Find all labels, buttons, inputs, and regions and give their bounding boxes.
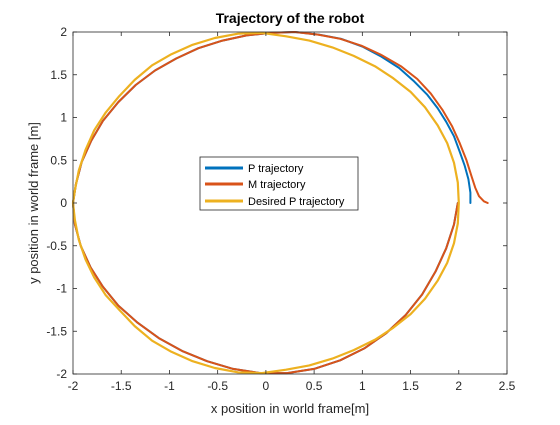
x-tick-label: 1 [359,379,366,393]
y-tick-label: 2 [60,25,67,39]
legend-label-m-trajectory: M trajectory [248,179,306,191]
x-tick-label: -0.5 [207,379,228,393]
legend: P trajectory M trajectory Desired P traj… [199,156,359,211]
x-tick-label: -1.5 [111,379,132,393]
legend-label-desired-p-trajectory: Desired P trajectory [248,196,345,208]
y-tick-label: 1.5 [50,68,67,82]
y-tick-label: -2 [56,367,67,381]
x-axis-label: x position in world frame[m] [211,401,369,416]
y-tick-label: 0 [60,196,67,210]
x-tick-label: 2 [455,379,462,393]
axes-box [72,31,508,375]
ticks-layer: -2 -1.5 -1 -0.5 0 0.5 1 1.5 2 2.5 -2 -1.5 -1 -0.5 0 0.5… [46,25,515,393]
legend-label-p-trajectory: P trajectory [248,163,304,175]
y-tick-label: 0.5 [50,153,67,167]
x-tick-label: 0 [263,379,270,393]
x-tick-label: 2.5 [499,379,516,393]
x-tick-label: -2 [68,379,79,393]
y-tick-label: 1 [60,111,67,125]
y-tick-label: -1.5 [46,324,67,338]
x-tick-label: -1 [164,379,175,393]
x-tick-label: 0.5 [306,379,323,393]
y-tick-label: -1 [56,282,67,296]
series-line-m-trajectory [72,31,489,375]
y-axis-label: y position in world frame [m] [26,122,41,284]
chart-title: Trajectory of the robot [216,10,365,26]
x-tick-label: 1.5 [402,379,419,393]
y-tick-label: -0.5 [46,239,67,253]
